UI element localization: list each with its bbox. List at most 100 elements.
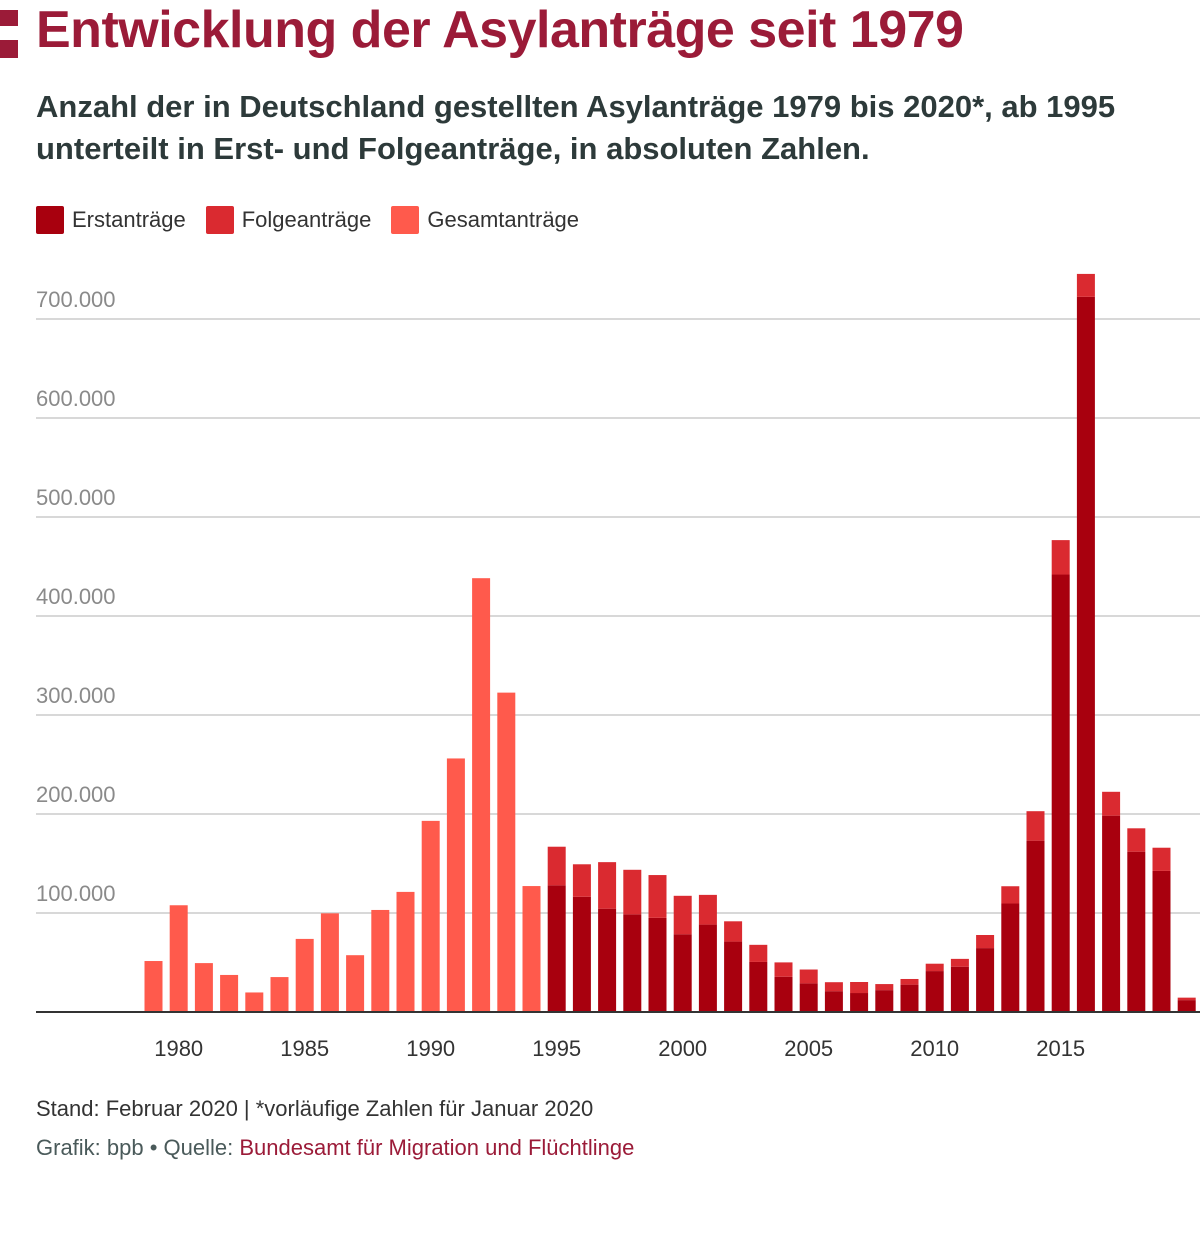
bar-folge — [925, 963, 944, 972]
bar-erst — [774, 976, 793, 1012]
brand-mark-top — [0, 10, 18, 26]
x-tick-label: 2010 — [910, 1036, 959, 1061]
bar-gesamt — [421, 820, 440, 1012]
bar-folge — [1001, 886, 1020, 904]
bar-gesamt — [522, 886, 541, 1012]
bar-folge — [1051, 540, 1070, 575]
y-tick-label: 200.000 — [36, 782, 116, 807]
bar-erst — [1127, 851, 1146, 1012]
bar-gesamt — [371, 909, 390, 1012]
chart-title: Entwicklung der Asylanträge seit 1979 — [36, 1, 964, 59]
bar-folge — [572, 864, 591, 897]
y-tick-label: 500.000 — [36, 485, 116, 510]
legend-item-folge: Folgeanträge — [205, 206, 372, 234]
bar-gesamt — [295, 938, 314, 1012]
bar-folge — [724, 921, 743, 942]
bar-folge — [799, 969, 818, 984]
y-tick-label: 400.000 — [36, 584, 116, 609]
x-tick-label: 1995 — [532, 1036, 581, 1061]
x-tick-label: 2005 — [784, 1036, 833, 1061]
bar-folge — [1102, 791, 1121, 816]
bar-folge — [824, 982, 843, 992]
bar-folge — [598, 862, 617, 909]
y-tick-label: 100.000 — [36, 881, 116, 906]
bar-gesamt — [220, 974, 239, 1012]
legend-label-erst: Erstanträge — [72, 207, 186, 232]
footer-note: Stand: Februar 2020 | *vorläufige Zahlen… — [36, 1096, 594, 1121]
bar-folge — [900, 978, 919, 985]
bar-erst — [799, 983, 818, 1012]
bar-folge — [698, 894, 717, 925]
bar-gesamt — [169, 905, 188, 1012]
legend-label-folge: Folgeanträge — [241, 207, 372, 232]
bar-gesamt — [245, 992, 264, 1012]
bar-erst — [724, 941, 743, 1012]
bar-erst — [850, 993, 869, 1012]
bar-erst — [925, 971, 944, 1012]
legend-swatch-erst — [36, 206, 64, 234]
legend-label-gesamt: Gesamtanträge — [427, 207, 580, 232]
bar-erst — [1051, 574, 1070, 1012]
x-tick-label: 2000 — [658, 1036, 707, 1061]
bar-folge — [976, 935, 995, 949]
bar-folge — [850, 982, 869, 994]
bar-gesamt — [446, 758, 465, 1012]
bar-folge — [1127, 828, 1146, 852]
bar-gesamt — [270, 977, 289, 1012]
footer-source: Grafik: bpb • Quelle: Bundesamt für Migr… — [36, 1135, 634, 1161]
bar-gesamt — [144, 961, 163, 1012]
chart-subtitle: Anzahl der in Deutschland gestellten Asy… — [36, 89, 1116, 166]
y-tick-label: 700.000 — [36, 287, 116, 312]
legend-swatch-folge — [205, 206, 234, 234]
x-tick-label: 2015 — [1036, 1036, 1085, 1061]
bar-folge — [950, 958, 969, 967]
bar-erst — [698, 924, 717, 1012]
bar-gesamt — [497, 692, 516, 1012]
brand-mark-bottom — [0, 40, 18, 58]
bar-folge — [875, 984, 894, 991]
bar-erst — [673, 934, 692, 1012]
brand-mark — [0, 0, 18, 58]
bar-erst — [648, 917, 667, 1012]
bar-erst — [824, 991, 843, 1012]
bar-folge — [1152, 847, 1171, 871]
bar-folge — [1177, 997, 1196, 1001]
bar-folge — [673, 895, 692, 935]
legend-item-gesamt: Gesamtanträge — [391, 206, 579, 234]
legend: Erstanträge Folgeanträge Gesamtanträge — [36, 206, 579, 234]
bar-erst — [1001, 903, 1020, 1012]
bar-erst — [1076, 296, 1095, 1012]
source-link[interactable]: Bundesamt für Migration und Flüchtlinge — [239, 1135, 635, 1160]
bar-gesamt — [472, 578, 491, 1012]
y-tick-label: 300.000 — [36, 683, 116, 708]
legend-item-erst: Erstanträge — [36, 206, 186, 234]
bar-gesamt — [346, 955, 365, 1012]
bar-chart: 100.000 200.000 300.000 400.000 500.000 600.0… — [36, 273, 1200, 1061]
bar-gesamt — [396, 891, 415, 1012]
bar-gesamt — [194, 963, 213, 1012]
bar-folge — [1026, 811, 1045, 841]
bar-erst — [547, 885, 566, 1012]
bar-folge — [623, 869, 642, 915]
bar-folge — [547, 846, 566, 886]
bar-erst — [1102, 815, 1121, 1012]
bar-erst — [875, 990, 894, 1012]
bar-erst — [598, 908, 617, 1012]
bar-folge — [648, 875, 667, 918]
bar-folge — [749, 944, 768, 962]
bar-folge — [774, 962, 793, 977]
y-tick-label: 600.000 — [36, 386, 116, 411]
legend-swatch-gesamt — [391, 206, 420, 234]
x-tick-label: 1990 — [406, 1036, 455, 1061]
x-tick-label: 1985 — [280, 1036, 329, 1061]
bar-erst — [1177, 1000, 1196, 1012]
bar-erst — [749, 961, 768, 1012]
bar-erst — [900, 984, 919, 1012]
footer-source-prefix: Grafik: bpb • Quelle: — [36, 1135, 240, 1160]
bar-erst — [950, 966, 969, 1012]
bar-erst — [623, 914, 642, 1012]
bar-erst — [1026, 840, 1045, 1012]
bar-folge — [1076, 273, 1095, 297]
bar-erst — [1152, 870, 1171, 1012]
bar-gesamt — [320, 913, 339, 1012]
